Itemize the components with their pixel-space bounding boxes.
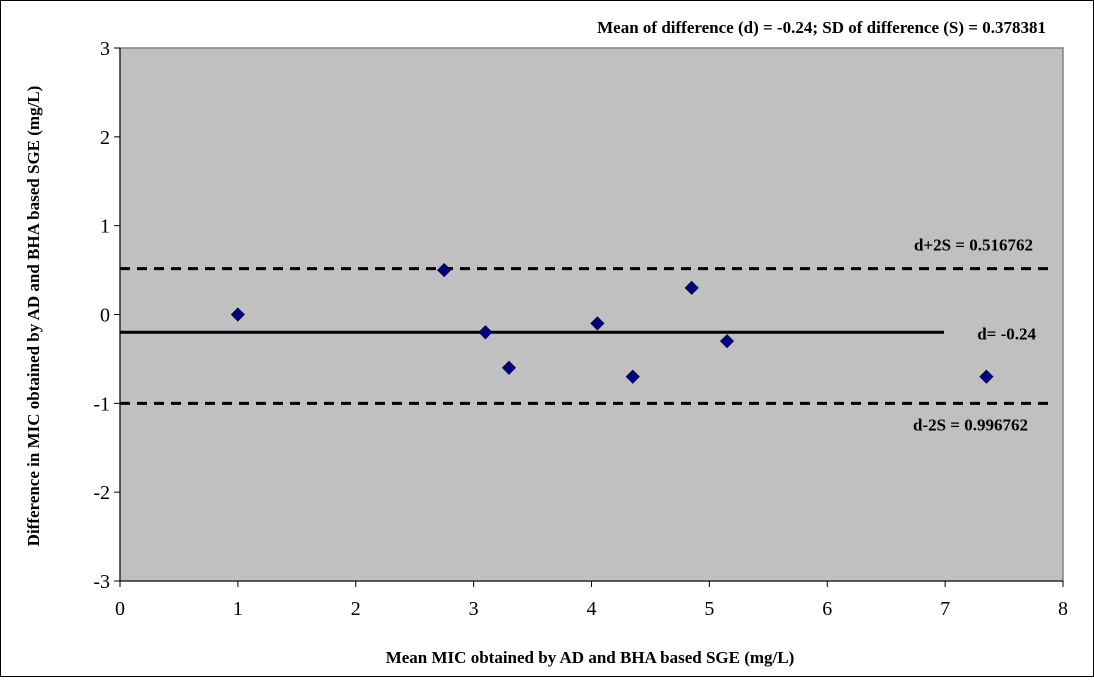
data-point [590, 316, 605, 331]
y-tick-label: 1 [100, 216, 110, 238]
axes [114, 47, 1064, 587]
x-tick-label: 7 [940, 598, 950, 620]
data-point [230, 307, 245, 322]
x-tick-label: 8 [1058, 598, 1068, 620]
y-tick-label: 0 [100, 305, 110, 327]
y-tick-label: -1 [93, 393, 110, 415]
x-tick-labels: 0 1 2 3 4 5 6 7 8 [115, 598, 1068, 620]
y-tick-label: -2 [93, 482, 110, 504]
x-tick-label: 1 [233, 598, 243, 620]
x-tick-label: 5 [704, 598, 714, 620]
reference-lines [120, 267, 1055, 405]
data-point [437, 263, 452, 278]
x-tick-label: 2 [351, 598, 361, 620]
plot-area [119, 47, 1064, 582]
reference-line-label: d= -0.24 [977, 324, 1036, 343]
data-point [625, 369, 640, 384]
y-tick-label: 2 [100, 127, 110, 149]
data-points [230, 263, 994, 384]
data-point [719, 334, 735, 349]
data-point [478, 325, 493, 340]
chart-title: Mean of difference (d) = -0.24; SD of di… [597, 18, 1046, 37]
x-tick-label: 3 [469, 598, 479, 620]
y-tick-label: 3 [100, 38, 110, 60]
reference-line-label: d+2S = 0.516762 [914, 236, 1033, 255]
x-tick-label: 6 [822, 598, 832, 620]
x-tick-label: 0 [115, 598, 125, 620]
data-point [979, 369, 994, 384]
data-point [501, 360, 517, 375]
y-axis-label: Difference in MIC obtained by AD and BHA… [24, 86, 43, 547]
data-point [684, 280, 699, 295]
y-tick-label: -3 [93, 571, 110, 593]
reference-labels: d+2S = 0.516762 d= -0.24 d-2S = 0.996762 [913, 236, 1037, 435]
x-axis-label: Mean MIC obtained by AD and BHA based SG… [386, 648, 795, 667]
y-tick-labels: -3 -2 -1 0 1 2 3 [93, 38, 110, 593]
x-tick-label: 4 [587, 598, 597, 620]
reference-line-label: d-2S = 0.996762 [913, 415, 1028, 434]
